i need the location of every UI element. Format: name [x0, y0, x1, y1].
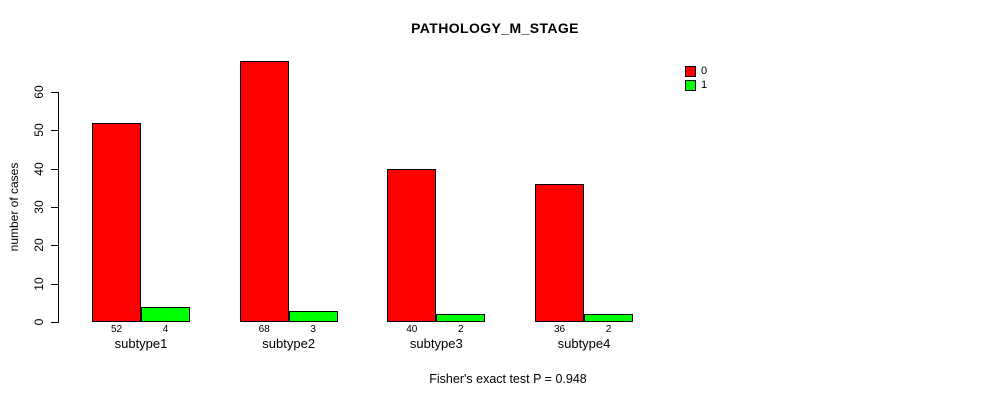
- x-category-label: subtype4: [557, 336, 611, 351]
- y-tick-label: 30: [32, 200, 46, 214]
- y-tick-label: 0: [32, 318, 46, 326]
- bar-series1-subtype3: [436, 314, 486, 322]
- legend-label: 0: [701, 65, 708, 77]
- annotation-text: Fisher's exact test P = 0.948: [429, 372, 587, 386]
- y-tick-label: 40: [32, 162, 46, 176]
- y-axis-tick: [51, 130, 58, 131]
- bar-value-label: 4: [162, 324, 169, 335]
- y-tick-label: 10: [32, 277, 46, 291]
- bar-series0-subtype3: [387, 168, 437, 322]
- y-axis-tick: [51, 322, 58, 323]
- x-category-label: subtype3: [409, 336, 463, 351]
- bar-value-label: 2: [605, 324, 612, 335]
- x-category-label: subtype1: [114, 336, 168, 351]
- bar-series1-subtype4: [584, 314, 633, 322]
- bar-series1-subtype2: [288, 310, 338, 322]
- bar-value-label: 68: [258, 324, 270, 335]
- y-axis-tick: [51, 284, 58, 285]
- y-tick-label: 50: [32, 123, 46, 137]
- legend-item: 0: [685, 65, 707, 78]
- legend-item: 1: [685, 79, 707, 92]
- bar-value-label: 52: [110, 324, 123, 335]
- bar-value-label: 40: [406, 324, 418, 335]
- y-axis-tick: [51, 169, 58, 170]
- bar-series0-subtype4: [535, 184, 584, 322]
- x-category-label: subtype2: [262, 336, 316, 351]
- bar-value-label: 3: [310, 324, 316, 335]
- legend: 0 1: [685, 65, 707, 93]
- chart-title: PATHOLOGY_M_STAGE: [411, 20, 579, 36]
- bar-series0-subtype1: [92, 122, 141, 322]
- bar-value-label: 36: [553, 324, 566, 335]
- y-axis-tick: [51, 245, 58, 246]
- legend-swatch-green: [685, 80, 696, 91]
- y-axis-line: [58, 92, 59, 323]
- legend-label: 1: [701, 79, 708, 91]
- bar-series1-subtype1: [141, 306, 190, 322]
- y-axis-tick: [51, 207, 58, 208]
- y-tick-label: 20: [32, 238, 46, 252]
- y-tick-label: 60: [32, 85, 46, 99]
- y-axis-tick: [51, 92, 58, 93]
- bar-series0-subtype2: [239, 61, 289, 322]
- bar-value-label: 2: [458, 324, 464, 335]
- legend-swatch-red: [685, 66, 696, 77]
